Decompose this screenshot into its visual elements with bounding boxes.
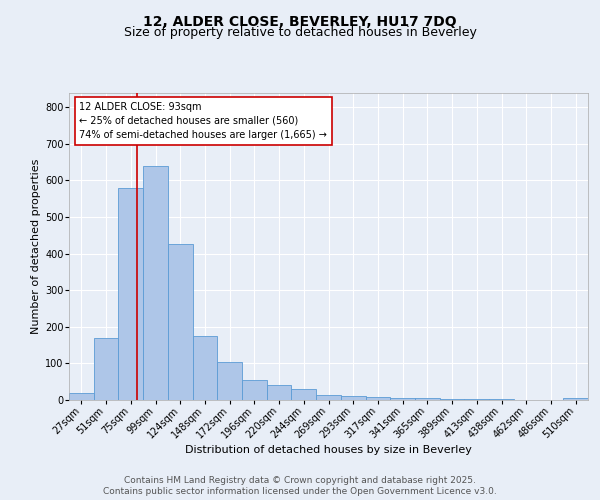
Text: 12, ALDER CLOSE, BEVERLEY, HU17 7DQ: 12, ALDER CLOSE, BEVERLEY, HU17 7DQ	[143, 15, 457, 29]
Text: Contains HM Land Registry data © Crown copyright and database right 2025.: Contains HM Land Registry data © Crown c…	[124, 476, 476, 485]
X-axis label: Distribution of detached houses by size in Beverley: Distribution of detached houses by size …	[185, 444, 472, 454]
Bar	[193, 336, 217, 400]
Bar	[69, 392, 94, 400]
Bar	[143, 166, 168, 400]
Text: 12 ALDER CLOSE: 93sqm
← 25% of detached houses are smaller (560)
74% of semi-det: 12 ALDER CLOSE: 93sqm ← 25% of detached …	[79, 102, 327, 140]
Text: Size of property relative to detached houses in Beverley: Size of property relative to detached ho…	[124, 26, 476, 39]
Bar	[440, 399, 464, 400]
Bar	[415, 398, 440, 400]
Text: Contains public sector information licensed under the Open Government Licence v3: Contains public sector information licen…	[103, 487, 497, 496]
Bar	[292, 389, 316, 400]
Bar	[563, 398, 588, 400]
Bar	[242, 380, 267, 400]
Bar	[168, 244, 193, 400]
Bar	[267, 386, 292, 400]
Bar	[118, 188, 143, 400]
Y-axis label: Number of detached properties: Number of detached properties	[31, 158, 41, 334]
Bar	[341, 396, 365, 400]
Bar	[390, 398, 415, 400]
Bar	[217, 362, 242, 400]
Bar	[316, 394, 341, 400]
Bar	[464, 399, 489, 400]
Bar	[365, 397, 390, 400]
Bar	[94, 338, 118, 400]
